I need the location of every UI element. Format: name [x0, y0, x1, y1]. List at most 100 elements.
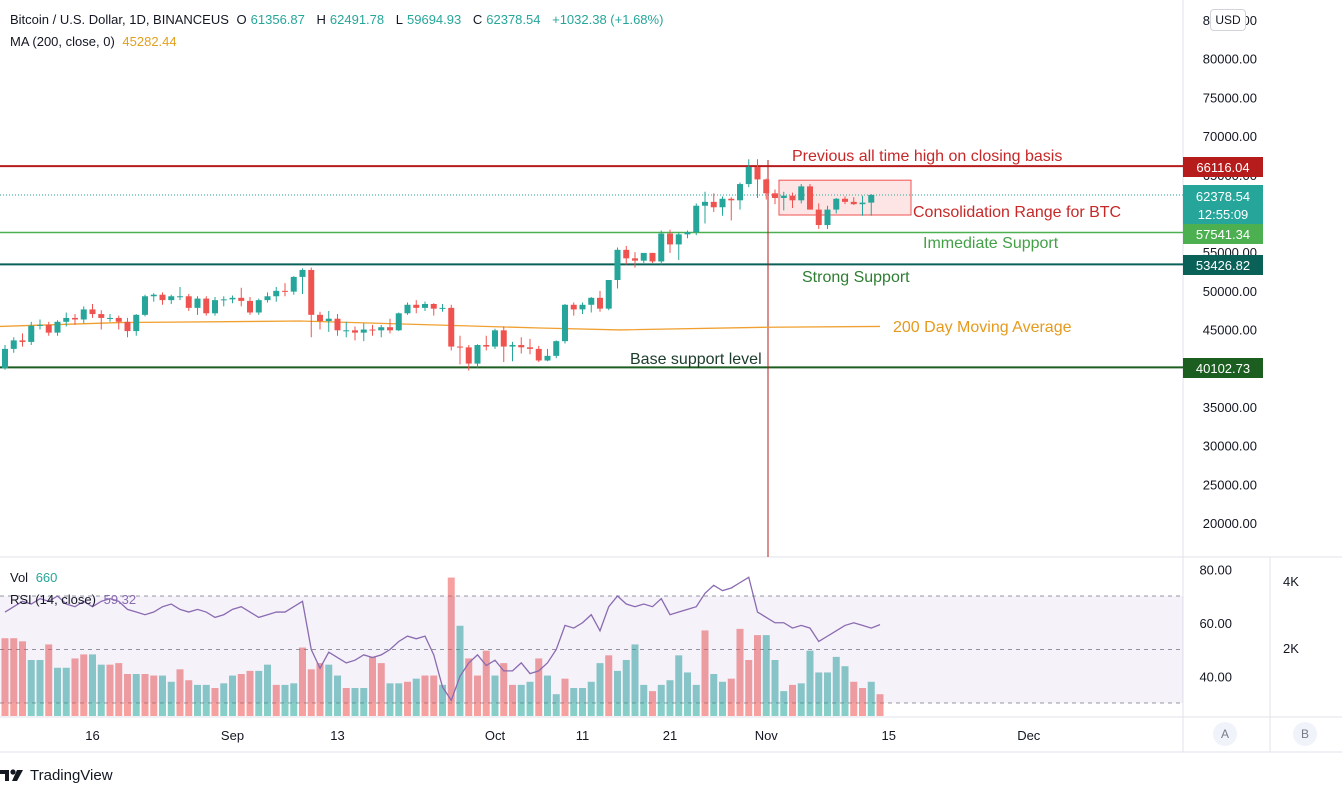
- volume-bar: [124, 674, 131, 716]
- vol-tick-label: 2K: [1283, 641, 1299, 656]
- volume-bar: [552, 694, 560, 716]
- volume-bar: [859, 688, 866, 716]
- volume-bar: [150, 675, 158, 716]
- strong-price-badge: 53426.82: [1183, 255, 1263, 275]
- candle: [605, 280, 612, 311]
- candle: [273, 286, 280, 302]
- volume-bar: [876, 694, 884, 716]
- volume-bar: [780, 691, 788, 716]
- candle: [404, 302, 411, 315]
- symbol-title: Bitcoin / U.S. Dollar, 1D, BINANCEUS: [10, 12, 229, 27]
- volume-bar: [386, 683, 394, 716]
- log-scale-button[interactable]: B: [1293, 722, 1317, 746]
- volume-bar: [754, 635, 761, 716]
- volume-bar: [587, 681, 595, 716]
- volume-bar: [334, 675, 341, 716]
- volume-bar: [45, 644, 53, 716]
- time-tick-label: 16: [85, 728, 99, 743]
- time-tick-label: Oct: [485, 728, 506, 743]
- tradingview-branding[interactable]: TradingView: [0, 760, 113, 790]
- auto-scale-button[interactable]: A: [1213, 722, 1237, 746]
- candle: [684, 230, 691, 239]
- rsi-legend[interactable]: RSI (14, close) 59.32: [10, 592, 140, 607]
- volume-bar: [815, 672, 823, 716]
- volume-bar: [762, 635, 770, 716]
- volume-bar: [684, 672, 691, 716]
- candle: [807, 184, 813, 210]
- low-value: 59694.93: [407, 12, 462, 27]
- candle: [824, 205, 831, 229]
- price-tick-label: 20000.00: [1203, 516, 1257, 531]
- volume-bar: [229, 675, 236, 716]
- candle: [579, 302, 586, 315]
- candle: [264, 292, 271, 303]
- candle: [290, 276, 297, 295]
- price-tick-label: 75000.00: [1203, 90, 1257, 105]
- candle: [220, 296, 227, 307]
- ma-legend[interactable]: MA (200, close, 0) 45282.44: [10, 34, 181, 49]
- volume-bar: [649, 691, 656, 716]
- rsi-band: [0, 596, 1183, 703]
- time-tick-label: Nov: [755, 728, 779, 743]
- ath-annotation: Previous all time high on closing basis: [792, 148, 1062, 165]
- candle: [492, 328, 498, 349]
- volume-bar: [159, 675, 166, 716]
- volume-bar: [675, 655, 683, 716]
- symbol-legend: Bitcoin / U.S. Dollar, 1D, BINANCEUS O 61…: [10, 12, 664, 27]
- candle: [868, 194, 875, 216]
- ma200-line: [0, 320, 881, 331]
- time-tick-label: 15: [882, 728, 896, 743]
- brand-name: TradingView: [30, 766, 113, 784]
- candle: [63, 312, 70, 327]
- volume-bar: [867, 681, 875, 716]
- volume-bar: [299, 647, 306, 716]
- time-tick-label: 13: [330, 728, 344, 743]
- volume-bar: [666, 680, 674, 716]
- candle: [833, 197, 840, 214]
- volume-bar: [719, 681, 726, 716]
- currency-button[interactable]: USD: [1210, 9, 1246, 31]
- volume-bar: [316, 663, 324, 716]
- volume-bar: [692, 684, 700, 716]
- candle: [133, 314, 140, 336]
- candle: [702, 191, 708, 224]
- volume-bar: [89, 654, 96, 716]
- candle: [422, 301, 428, 311]
- volume-bar: [447, 577, 455, 716]
- time-tick-label: 21: [663, 728, 677, 743]
- volume-bar: [1, 638, 9, 716]
- volume-bar: [430, 675, 438, 716]
- volume-bar: [710, 674, 718, 716]
- vol-tick-label: 4K: [1283, 574, 1299, 589]
- candle: [352, 326, 358, 341]
- volume-bar: [176, 669, 184, 716]
- price-tick-label: 30000.00: [1203, 439, 1257, 454]
- volume-bar: [404, 681, 411, 716]
- candle: [107, 314, 113, 322]
- candle: [544, 348, 551, 362]
- volume-bar: [517, 684, 525, 716]
- candle: [317, 311, 323, 330]
- volume-bar: [290, 683, 298, 716]
- volume-bar: [745, 660, 753, 716]
- candle: [535, 345, 542, 363]
- candle: [54, 320, 61, 336]
- candle: [474, 344, 481, 368]
- candle: [247, 297, 253, 315]
- volume-bar: [80, 654, 88, 716]
- volume-bar: [19, 641, 26, 716]
- candle: [334, 314, 341, 336]
- candle: [483, 335, 490, 351]
- vol-legend[interactable]: Vol 660: [10, 570, 61, 585]
- rsi-tick-label: 60.00: [1199, 616, 1232, 631]
- candle: [588, 297, 595, 313]
- candle: [640, 252, 647, 263]
- volume-bar: [351, 688, 359, 716]
- candle: [238, 287, 245, 307]
- candle: [842, 196, 848, 205]
- candle: [124, 317, 131, 338]
- candle: [80, 306, 87, 324]
- open-value: 61356.87: [250, 12, 305, 27]
- base-price-badge: 40102.73: [1183, 358, 1263, 378]
